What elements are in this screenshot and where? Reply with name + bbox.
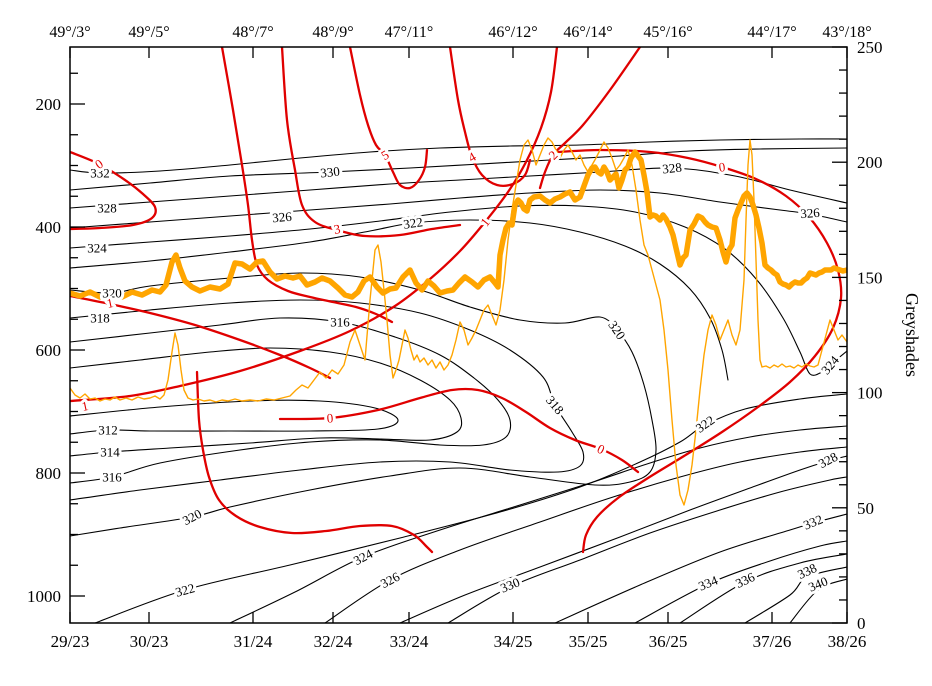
- top-tick-label: 44°/17°: [747, 24, 796, 41]
- red-contour-label: 0: [326, 410, 334, 426]
- black-contour-label: 328: [662, 160, 683, 177]
- right-tick-label: 100: [857, 384, 883, 403]
- trajectory-line: [70, 149, 847, 300]
- top-tick-label: 48°/9°: [312, 24, 353, 41]
- right-tick-label: 250: [857, 38, 883, 57]
- bottom-tick-label: 38/26: [828, 632, 867, 651]
- black-contour-label: 314: [100, 445, 120, 460]
- black-contour-line: [229, 425, 847, 623]
- bottom-tick-label: 30/23: [130, 632, 169, 651]
- black-contour-label: 328: [816, 449, 840, 471]
- black-contour-line: [399, 455, 847, 623]
- top-tick-label: 49°/3°: [49, 24, 90, 41]
- black-contour-line: [70, 299, 585, 501]
- black-contour-line: [324, 446, 847, 623]
- black-contour-label: 326: [272, 209, 293, 226]
- left-tick-label: 400: [36, 218, 62, 237]
- plot-border: [69, 46, 848, 624]
- left-tick-label: 1000: [27, 587, 61, 606]
- greyshade-trace-line: [70, 137, 847, 506]
- black-contour-label: 316: [330, 315, 350, 330]
- black-contour-label: 332: [90, 166, 110, 181]
- top-tick-label: 46°/12°: [488, 24, 537, 41]
- top-tick-label: 47°/11°: [385, 24, 434, 41]
- black-contour-label: 320: [180, 506, 204, 528]
- red-contour-label: 0: [595, 441, 607, 457]
- red-contour-line: [538, 47, 642, 190]
- red-contour-line: [348, 47, 429, 190]
- red-contour-line: [556, 148, 843, 554]
- right-tick-label: 200: [857, 153, 883, 172]
- black-contour-label: 322: [402, 214, 423, 232]
- red-contour-label: 0: [718, 159, 727, 175]
- bottom-tick-label: 35/25: [569, 632, 608, 651]
- top-tick-label: 49°/5°: [128, 24, 169, 41]
- black-contour-line: [70, 138, 847, 174]
- top-tick-label: 48°/7°: [232, 24, 273, 41]
- black-contour-label: 324: [818, 352, 842, 377]
- black-contour-line: [94, 393, 847, 623]
- top-tick-label: 46°/14°: [563, 24, 612, 41]
- red-contour-line: [278, 387, 640, 474]
- black-contour-label: 330: [320, 164, 341, 181]
- red-contour-line: [195, 370, 434, 554]
- bottom-tick-label: 31/24: [234, 632, 273, 651]
- black-contour-line: [70, 219, 729, 381]
- bottom-tick-label: 36/25: [649, 632, 688, 651]
- black-contour-line: [447, 476, 847, 623]
- right-tick-label: 0: [857, 614, 866, 633]
- black-contour-line: [679, 553, 847, 623]
- black-contour-label: 318: [90, 311, 110, 326]
- black-contour-line: [70, 147, 847, 191]
- bottom-tick-label: 37/26: [753, 632, 792, 651]
- black-contour-label: 316: [102, 470, 122, 485]
- bottom-tick-label: 32/24: [314, 632, 353, 651]
- left-tick-label: 200: [36, 95, 62, 114]
- contour-field: 332 328 324 320 318 330 326 322 316 328 326 320 318 3…: [70, 47, 847, 623]
- red-contour-line: [220, 47, 394, 324]
- left-tick-label: 600: [36, 341, 62, 360]
- black-contour-line: [70, 189, 847, 229]
- black-contour-label: 322: [174, 580, 197, 600]
- bottom-tick-label: 34/25: [494, 632, 533, 651]
- black-contour-label: 328: [97, 201, 117, 216]
- red-contour-label: 3: [332, 221, 341, 237]
- black-contour-line: [70, 317, 512, 484]
- top-tick-label: 45°/16°: [643, 24, 692, 41]
- black-contour-label: 324: [87, 241, 107, 256]
- black-contour-line: [70, 167, 847, 209]
- bottom-tick-label: 33/24: [390, 632, 429, 651]
- black-contour-label: 326: [800, 205, 821, 221]
- right-tick-label: 150: [857, 268, 883, 287]
- black-contour-label: 334: [696, 572, 720, 593]
- red-contour-label: 5: [378, 147, 391, 163]
- black-contour-line: [634, 540, 847, 623]
- black-contour-label: 332: [801, 511, 825, 532]
- top-tick-label: 43°/18°: [822, 24, 871, 41]
- black-contour-line: [554, 513, 847, 623]
- black-contour-line: [744, 566, 847, 623]
- red-contour-label: 4: [465, 149, 479, 165]
- red-contour-line: [448, 47, 532, 187]
- right-tick-label: 50: [857, 499, 874, 518]
- red-contour-line: [70, 150, 157, 231]
- red-contour-line: [280, 47, 462, 238]
- black-contour-label: 312: [98, 423, 118, 438]
- black-contour-line: [789, 578, 847, 623]
- black-contour-label: 318: [543, 393, 567, 418]
- black-contour-label: 330: [498, 574, 522, 595]
- red-contour-line: [70, 294, 332, 380]
- right-axis-title: Greyshades: [902, 293, 922, 377]
- black-contour-line: [70, 347, 463, 457]
- black-contour-line: [70, 272, 657, 537]
- axes: [69, 46, 848, 624]
- black-contour-label: 320: [102, 286, 122, 301]
- black-contour-line: [70, 204, 847, 376]
- black-contour-line: [70, 399, 399, 435]
- left-tick-label: 800: [36, 464, 62, 483]
- bottom-tick-label: 29/23: [51, 632, 90, 651]
- black-contour-label: 326: [378, 569, 403, 592]
